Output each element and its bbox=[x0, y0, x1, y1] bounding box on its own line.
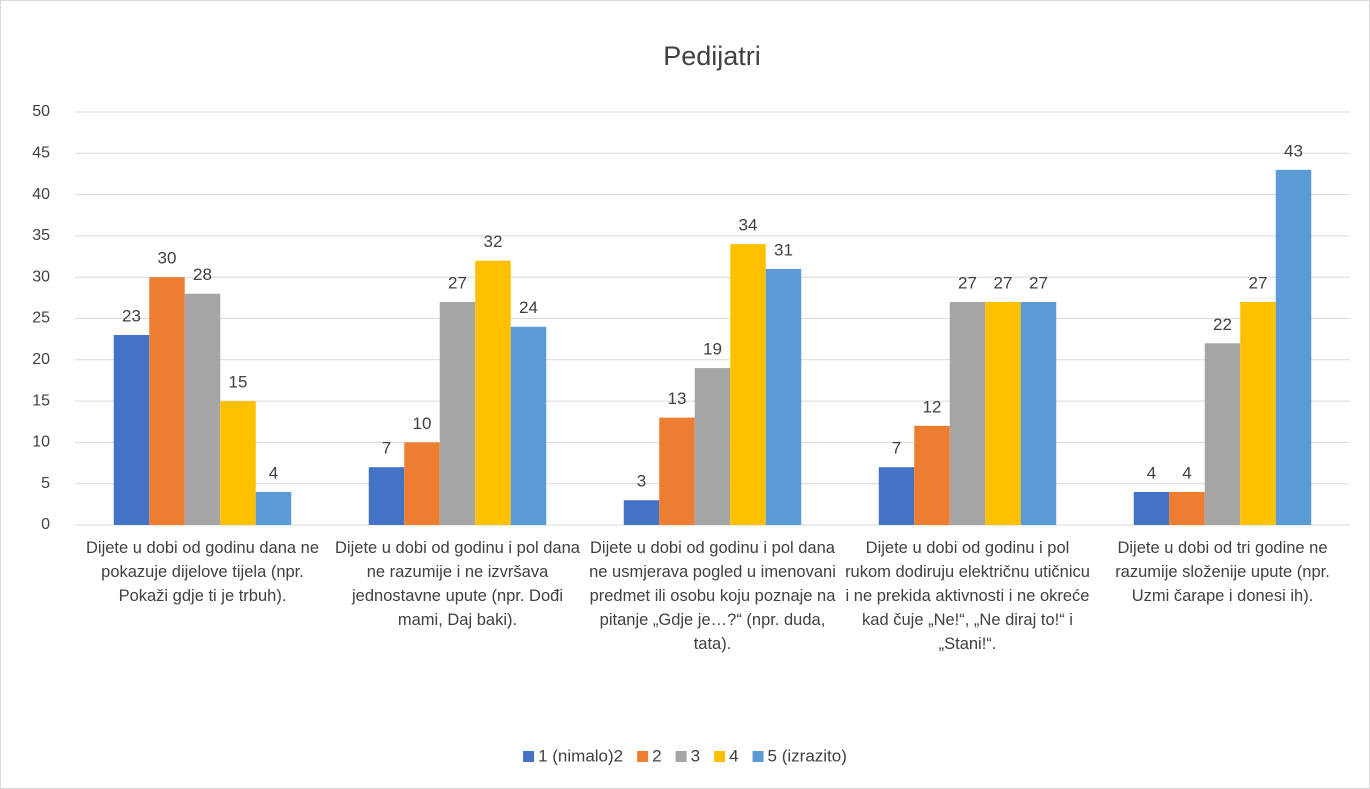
data-label: 13 bbox=[668, 389, 687, 408]
y-tick-label: 50 bbox=[32, 103, 50, 120]
data-label: 4 bbox=[1182, 463, 1191, 482]
legend-label: 3 bbox=[691, 746, 700, 765]
bar bbox=[475, 260, 511, 525]
legend-swatch bbox=[523, 751, 535, 762]
bar bbox=[510, 326, 547, 525]
data-label: 7 bbox=[892, 439, 901, 458]
data-label: 27 bbox=[958, 273, 977, 292]
bar bbox=[439, 301, 476, 525]
data-label: 27 bbox=[1249, 273, 1268, 292]
data-label: 19 bbox=[703, 340, 722, 359]
legend-swatch bbox=[675, 751, 687, 762]
data-label: 23 bbox=[122, 307, 141, 326]
y-tick-label: 40 bbox=[32, 186, 50, 203]
bar bbox=[914, 425, 950, 525]
data-label: 32 bbox=[484, 232, 503, 251]
data-label: 22 bbox=[1213, 315, 1232, 334]
data-label: 4 bbox=[1147, 463, 1156, 482]
data-label: 31 bbox=[774, 240, 793, 259]
legend-label: 1 (nimalo)2 bbox=[538, 746, 623, 765]
data-label: 7 bbox=[382, 439, 391, 458]
bar bbox=[878, 467, 915, 525]
data-label: 4 bbox=[269, 463, 278, 482]
data-label: 30 bbox=[158, 249, 177, 268]
legend-label: 4 bbox=[729, 746, 738, 765]
bar bbox=[368, 467, 405, 525]
data-label: 12 bbox=[923, 397, 942, 416]
y-tick-label: 25 bbox=[32, 310, 50, 327]
bar bbox=[765, 268, 802, 525]
y-tick-label: 30 bbox=[32, 268, 50, 285]
bar bbox=[1204, 343, 1241, 525]
legend-swatch bbox=[752, 751, 764, 762]
y-tick-label: 0 bbox=[41, 516, 50, 533]
bar bbox=[255, 491, 292, 525]
bar bbox=[220, 401, 256, 525]
bar bbox=[623, 500, 660, 525]
data-label: 15 bbox=[229, 373, 248, 392]
bar bbox=[1275, 169, 1312, 525]
bar bbox=[694, 368, 731, 525]
y-tick-label: 15 bbox=[32, 392, 50, 409]
x-tick-label: Dijete u dobi od godinu i pol dana ne ra… bbox=[335, 539, 580, 629]
x-tick-label: Dijete u dobi od godinu i pol rukom dodi… bbox=[845, 539, 1090, 653]
data-label: 34 bbox=[739, 216, 758, 235]
data-label: 27 bbox=[448, 273, 467, 292]
bar bbox=[1240, 301, 1276, 525]
data-label: 10 bbox=[413, 414, 432, 433]
y-tick-label: 45 bbox=[32, 145, 50, 162]
legend-label: 2 bbox=[652, 746, 661, 765]
bar bbox=[113, 335, 150, 525]
data-label: 43 bbox=[1284, 141, 1303, 160]
data-label: 27 bbox=[994, 273, 1013, 292]
x-tick-label: Dijete u dobi od godinu dana ne pokazuje… bbox=[85, 539, 320, 605]
bar bbox=[730, 244, 766, 525]
bar bbox=[1020, 301, 1057, 525]
legend-swatch bbox=[714, 751, 726, 762]
data-label: 3 bbox=[637, 472, 646, 491]
bar bbox=[404, 442, 440, 525]
x-tick-label: Dijete u dobi od tri godine ne razumije … bbox=[1115, 539, 1330, 605]
bar bbox=[1169, 491, 1205, 525]
bar bbox=[985, 301, 1021, 525]
y-tick-label: 10 bbox=[32, 434, 50, 451]
bar bbox=[149, 277, 185, 525]
data-label: 27 bbox=[1029, 273, 1048, 292]
y-tick-label: 35 bbox=[32, 227, 50, 244]
bar bbox=[659, 417, 695, 525]
legend-label: 5 (izrazito) bbox=[768, 746, 847, 765]
data-label: 28 bbox=[193, 265, 212, 284]
data-label: 24 bbox=[519, 298, 538, 317]
y-tick-label: 5 bbox=[41, 475, 50, 492]
bar bbox=[949, 301, 986, 525]
legend-swatch bbox=[637, 751, 649, 762]
bar bbox=[1133, 491, 1170, 525]
chart-title: Pedijatri bbox=[663, 41, 761, 71]
y-tick-label: 20 bbox=[32, 351, 50, 368]
x-tick-label: Dijete u dobi od godinu i pol dana ne us… bbox=[589, 539, 836, 653]
bar bbox=[184, 293, 221, 525]
